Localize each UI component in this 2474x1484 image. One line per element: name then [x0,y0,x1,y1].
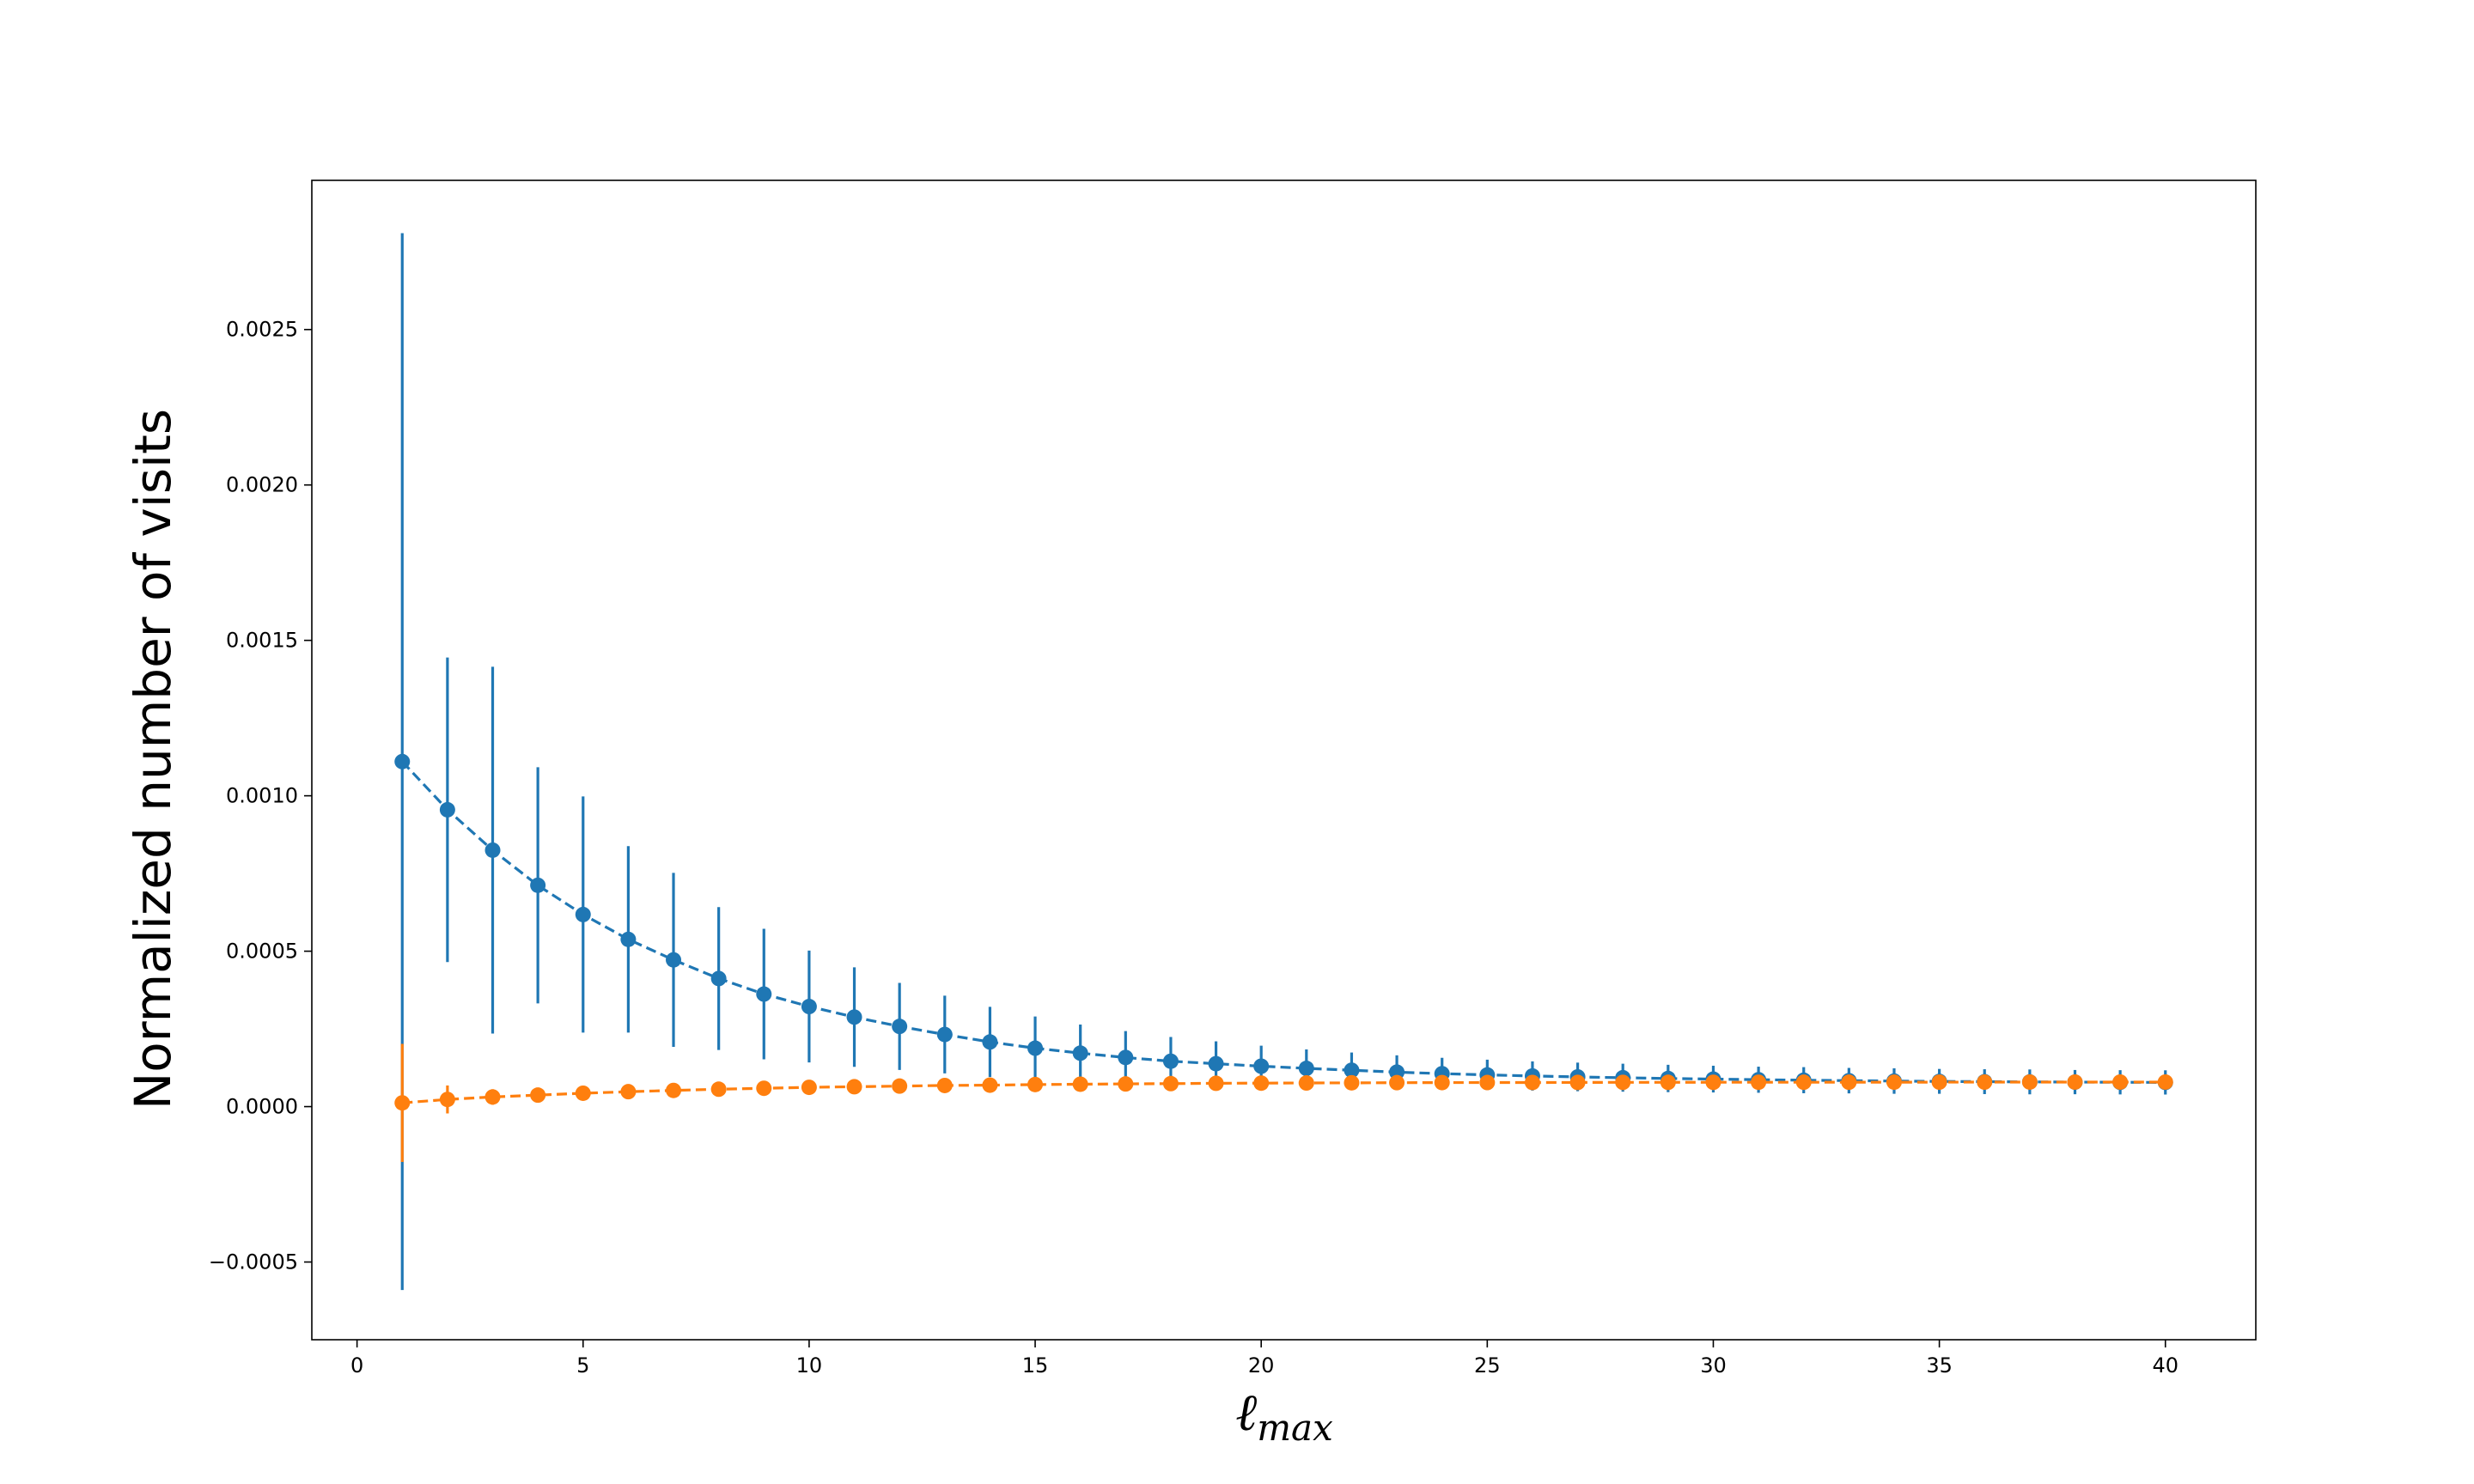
x-tick-label: 5 [576,1353,589,1378]
series-2 [394,1043,2173,1162]
data-point [666,1082,682,1098]
x-axis-title: ℓmax [1235,1383,1333,1449]
data-point [439,1092,455,1108]
data-point [1344,1074,1360,1091]
x-tick-label: 35 [1926,1353,1953,1378]
data-point [2021,1073,2038,1090]
data-point [982,1077,998,1093]
data-point [1705,1074,1721,1091]
data-point [892,1078,908,1094]
data-point [439,801,455,818]
data-point [1162,1053,1179,1069]
x-axis-title-main: ℓ [1235,1383,1257,1443]
data-point [982,1034,998,1050]
data-point [756,986,772,1002]
y-axis-title: Normalized number of visits [124,409,182,1110]
y-tick-label: 0.0000 [226,1095,298,1119]
x-tick-label: 20 [1248,1353,1275,1378]
data-point [1027,1040,1044,1056]
data-point [1344,1062,1360,1079]
data-point [846,1079,862,1095]
series-layer [394,233,2173,1291]
data-point [1524,1074,1540,1091]
data-point [1841,1074,1857,1091]
data-point [620,931,637,947]
x-tick-label: 40 [2152,1353,2178,1378]
data-point [936,1077,953,1093]
data-point [1479,1074,1496,1091]
data-point [1615,1074,1631,1091]
data-point [394,753,411,769]
data-point [1751,1074,1767,1091]
data-point [801,999,817,1015]
data-point [1795,1074,1812,1091]
data-point [1118,1049,1134,1066]
y-tick-label: 0.0020 [226,473,298,497]
data-point [1253,1058,1270,1074]
data-point [1208,1055,1224,1072]
data-point [530,877,546,893]
y-tick-label: 0.0015 [226,629,298,653]
data-point [575,1085,591,1101]
x-axis-title-subscript: max [1257,1407,1333,1449]
data-point [484,1089,501,1105]
y-tick-label: 0.0025 [226,318,298,342]
data-point [1253,1075,1270,1092]
plot-area [312,180,2256,1340]
data-point [530,1087,546,1104]
data-point [1389,1074,1405,1091]
data-point [1208,1075,1224,1092]
data-point [710,1081,727,1098]
data-point [1298,1061,1314,1077]
data-point [1072,1076,1088,1092]
x-tick-label: 0 [350,1353,363,1378]
data-point [666,952,682,968]
data-point [1389,1064,1405,1080]
data-point [1027,1076,1044,1092]
data-point [394,1095,411,1111]
data-point [892,1019,908,1035]
data-point [710,970,727,987]
data-point [2112,1073,2129,1090]
data-point [1660,1074,1676,1091]
data-point [846,1009,862,1025]
plot-frame [311,179,2257,1341]
data-point [1298,1075,1314,1092]
data-point [1162,1075,1179,1092]
x-tick-label: 25 [1474,1353,1501,1378]
x-tick-label: 10 [796,1353,823,1378]
data-point [2067,1073,2083,1090]
series-line [402,1080,2166,1104]
data-point [936,1026,953,1043]
data-point [484,842,501,858]
x-axis: 0 5 10 15 20 25 30 35 40 [350,1340,2178,1378]
data-point [1118,1076,1134,1092]
x-tick-label: 30 [1700,1353,1727,1378]
data-point [1886,1074,1902,1091]
data-point [1931,1074,1947,1091]
data-point [1569,1074,1586,1091]
data-point [575,906,591,922]
data-point [801,1080,817,1096]
data-point [1434,1074,1450,1091]
data-point [2157,1073,2173,1090]
y-tick-label: −0.0005 [209,1250,298,1274]
y-tick-label: 0.0005 [226,940,298,964]
x-tick-label: 15 [1022,1353,1049,1378]
data-point [620,1084,637,1100]
data-point [756,1080,772,1097]
y-axis: −0.0005 0.0000 0.0005 0.0010 0.0015 0.0020 0.0… [209,318,312,1274]
data-point [1072,1045,1088,1061]
data-point [1977,1074,1993,1091]
y-tick-label: 0.0010 [226,784,298,808]
